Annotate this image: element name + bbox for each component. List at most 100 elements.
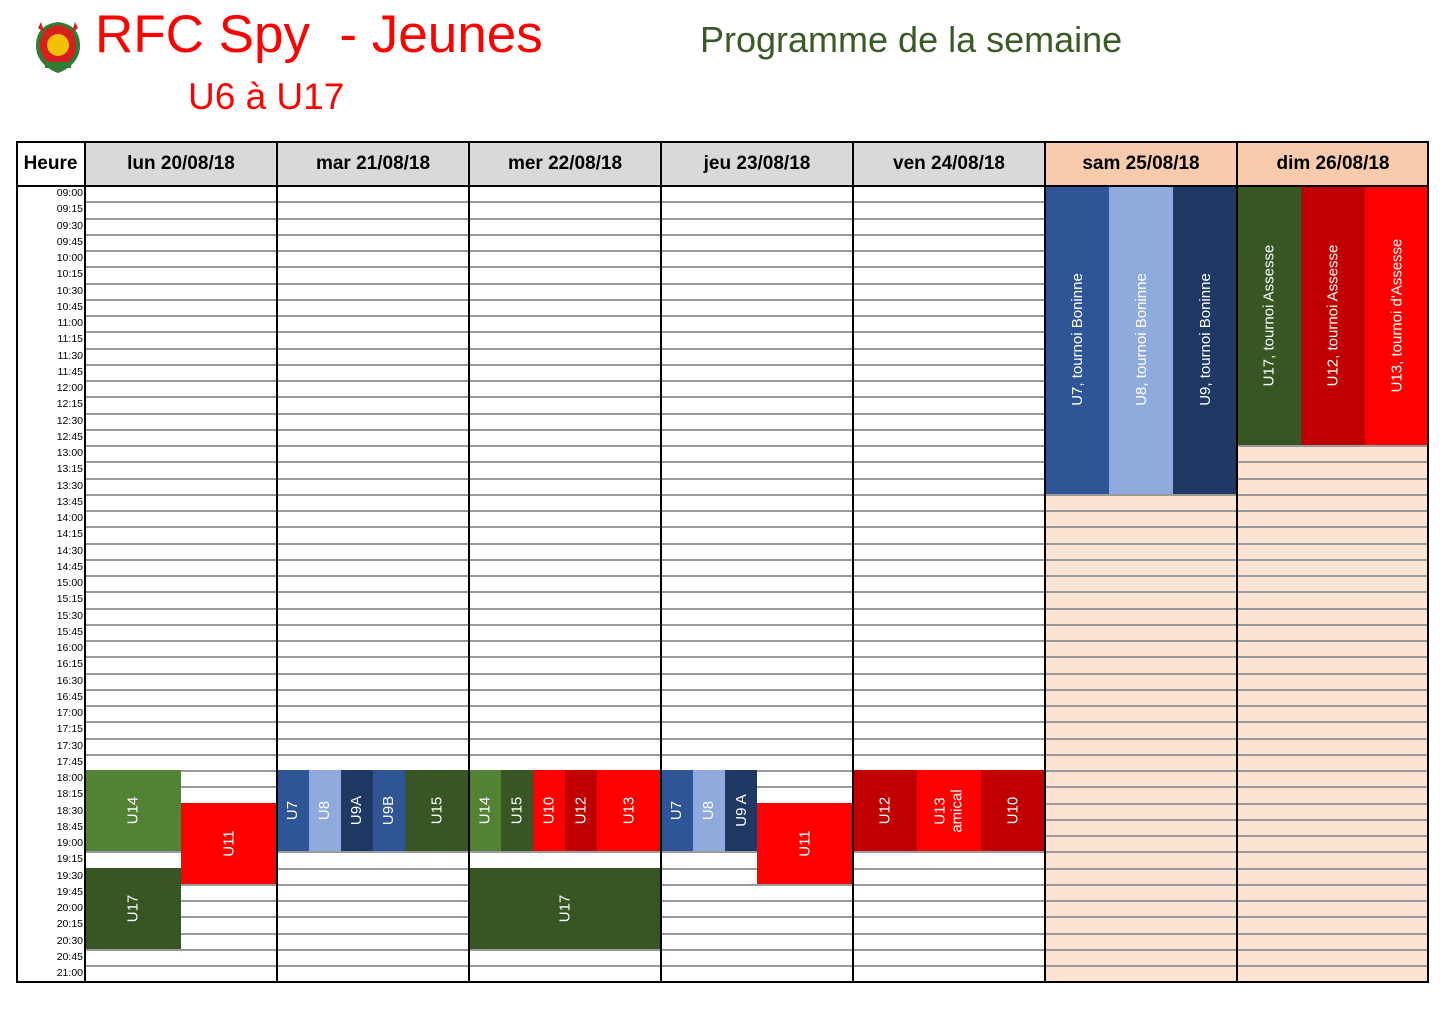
time-label: 17:15	[56, 723, 83, 736]
row-divider	[85, 721, 1429, 724]
time-label: 13:30	[56, 479, 83, 492]
column-divider	[84, 141, 86, 983]
time-label: 18:00	[56, 772, 83, 784]
time-label: 13:00	[56, 447, 83, 459]
time-label: 20:30	[56, 934, 83, 947]
event-block[interactable]: U7, tournoi Boninne	[1045, 185, 1109, 494]
event-block[interactable]: U15	[405, 770, 469, 852]
row-divider	[85, 786, 1429, 789]
program-heading: Programme de la semaine	[700, 19, 1123, 60]
row-divider	[85, 948, 1429, 951]
row-divider	[85, 705, 1429, 707]
row-divider	[85, 201, 1429, 204]
day-header: dim 26/08/18	[1237, 141, 1429, 186]
time-label: 12:45	[56, 430, 83, 443]
time-label: 15:15	[56, 593, 83, 606]
event-block[interactable]: U8, tournoi Boninne	[1109, 185, 1173, 494]
row-divider	[85, 282, 1429, 285]
time-label: 10:15	[56, 268, 83, 281]
event-block[interactable]: U10	[981, 770, 1045, 852]
event-block[interactable]: U9A	[341, 770, 373, 852]
day-header: jeu 23/08/18	[661, 141, 853, 186]
row-divider	[85, 623, 1429, 626]
row-divider	[85, 493, 1429, 496]
header-divider	[16, 185, 1429, 187]
row-divider	[85, 770, 1429, 772]
event-block[interactable]: U7	[661, 770, 693, 852]
time-label: 18:30	[56, 804, 83, 817]
row-divider	[85, 461, 1429, 464]
row-divider	[85, 315, 1429, 317]
day-header: ven 24/08/18	[853, 141, 1045, 186]
event-block[interactable]: U14	[469, 770, 501, 852]
row-divider	[85, 363, 1429, 366]
row-divider	[85, 688, 1429, 691]
row-divider	[85, 753, 1429, 756]
time-label: 11:30	[57, 349, 84, 362]
time-label: 11:45	[57, 365, 84, 378]
time-label: 12:15	[56, 398, 83, 411]
event-block[interactable]: U9B	[373, 770, 405, 852]
column-divider	[1044, 141, 1046, 983]
time-label: 12:30	[56, 414, 83, 427]
time-label: 19:00	[56, 837, 83, 849]
club-crest-logo	[36, 22, 80, 73]
time-label: 17:45	[56, 755, 83, 768]
event-block[interactable]: U10	[533, 770, 565, 852]
event-block[interactable]: U12	[853, 770, 917, 852]
time-label: 19:45	[56, 885, 83, 898]
event-block[interactable]: U12	[565, 770, 597, 852]
event-block[interactable]: U9 A	[725, 770, 757, 852]
time-label: 20:15	[56, 918, 83, 931]
row-divider	[85, 347, 1429, 350]
time-label: 16:30	[56, 674, 83, 687]
row-divider	[85, 883, 1429, 886]
event-block[interactable]: U14	[85, 770, 181, 852]
event-block[interactable]: U17	[85, 867, 181, 949]
row-divider	[85, 575, 1429, 577]
time-label: 20:45	[56, 950, 83, 963]
row-divider	[85, 656, 1429, 659]
event-block[interactable]: U11	[181, 802, 277, 884]
day-header: sam 25/08/18	[1045, 141, 1237, 186]
time-label: 21:00	[56, 967, 83, 979]
row-divider	[85, 250, 1429, 252]
event-block[interactable]: U17, tournoi Assesse	[1237, 185, 1301, 445]
event-block[interactable]: U9, tournoi Boninne	[1173, 185, 1237, 494]
event-block[interactable]: U8	[693, 770, 725, 852]
event-block[interactable]: U7	[277, 770, 309, 852]
row-divider	[85, 396, 1429, 399]
row-divider	[85, 266, 1429, 269]
event-block[interactable]: U17	[469, 867, 661, 949]
row-divider	[85, 965, 1429, 967]
time-label: 14:00	[56, 512, 83, 524]
event-block[interactable]: U13 amical	[917, 770, 981, 852]
row-divider	[85, 510, 1429, 512]
time-label: 09:30	[56, 219, 83, 232]
event-block[interactable]: U12, tournoi Assesse	[1301, 185, 1365, 445]
day-header: lun 20/08/18	[85, 141, 277, 186]
time-label: 20:00	[56, 902, 83, 914]
page-title: RFC Spy - Jeunes	[95, 5, 543, 64]
row-divider	[85, 542, 1429, 545]
event-block[interactable]: U13	[597, 770, 661, 852]
row-divider	[85, 428, 1429, 431]
time-label: 17:00	[56, 707, 83, 719]
event-block[interactable]: U8	[309, 770, 341, 852]
row-divider	[85, 331, 1429, 334]
row-divider	[85, 558, 1429, 561]
event-block[interactable]: U11	[757, 802, 853, 884]
time-label: 19:15	[56, 853, 83, 866]
time-label: 16:00	[56, 642, 83, 654]
time-column-header: Heure	[16, 141, 85, 186]
time-label: 10:45	[56, 300, 83, 313]
row-divider	[85, 233, 1429, 236]
row-divider	[85, 298, 1429, 301]
time-label: 15:45	[56, 625, 83, 638]
time-label: 19:30	[56, 869, 83, 882]
column-divider	[468, 141, 470, 983]
time-label: 17:30	[56, 739, 83, 752]
event-block[interactable]: U15	[501, 770, 533, 852]
event-block[interactable]: U13, tournoi d'Assesse	[1365, 185, 1429, 445]
row-divider	[85, 737, 1429, 740]
